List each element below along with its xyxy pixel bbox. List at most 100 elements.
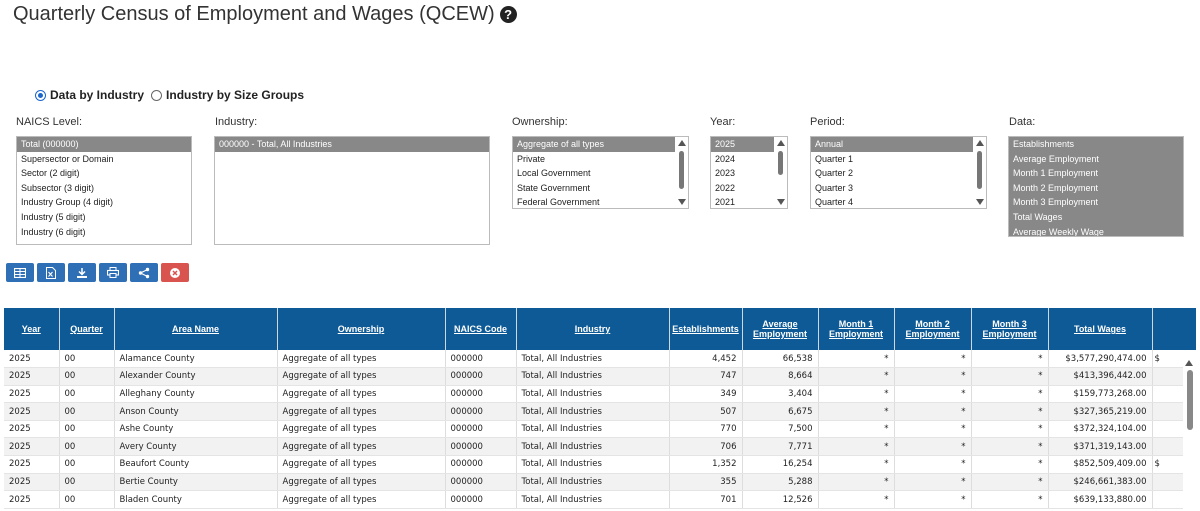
- share-button[interactable]: [130, 263, 158, 282]
- naics-option[interactable]: Industry (6 digit): [21, 226, 86, 237]
- column-header-average-employment[interactable]: Average Employment: [742, 308, 819, 350]
- ownership-option[interactable]: Aggregate of all types: [513, 137, 688, 152]
- cell-total-wages: $852,509,409.00: [1048, 455, 1153, 474]
- period-option[interactable]: Quarter 1: [815, 153, 854, 164]
- column-header-industry[interactable]: Industry: [516, 308, 670, 350]
- table-view-button[interactable]: [6, 263, 34, 282]
- column-header-month2-employment[interactable]: Month 2 Employment: [894, 308, 972, 350]
- column-header-truncated[interactable]: [1152, 308, 1196, 350]
- ownership-option[interactable]: State Government: [517, 182, 591, 193]
- cell-total-wages: $371,319,143.00: [1048, 437, 1153, 457]
- radio-checked-icon[interactable]: [35, 89, 46, 101]
- naics-option[interactable]: Sector (2 digit): [21, 168, 80, 179]
- cell-month1-employment: *: [818, 350, 895, 369]
- scroll-up-icon[interactable]: [1185, 360, 1193, 366]
- page-title: Quarterly Census of Employment and Wages…: [13, 3, 517, 26]
- cell-average-employment: 6,675: [742, 402, 819, 421]
- cell-average-employment: 7,500: [742, 420, 819, 439]
- radio-unchecked-icon[interactable]: [151, 89, 163, 101]
- scroll-thumb[interactable]: [977, 151, 982, 189]
- scroll-down-icon[interactable]: [976, 199, 984, 205]
- year-option[interactable]: 2023: [715, 168, 736, 179]
- data-option[interactable]: Total Wages: [1009, 209, 1183, 225]
- period-option[interactable]: Annual: [811, 137, 986, 152]
- table-row[interactable]: 2025 00 Alamance County Aggregate of all ty…: [4, 350, 1196, 369]
- cell-month2-employment: *: [894, 473, 972, 492]
- data-option[interactable]: Average Employment: [1009, 151, 1183, 167]
- year-listbox[interactable]: 2025 2024 2023 2022 2021: [710, 136, 788, 209]
- print-button[interactable]: [99, 263, 127, 282]
- data-listbox[interactable]: Establishments Average Employment Month …: [1008, 136, 1184, 237]
- scroll-up-icon[interactable]: [777, 140, 785, 146]
- column-header-establishments[interactable]: Establishments: [669, 308, 743, 350]
- naics-option[interactable]: Industry Group (4 digit): [21, 197, 114, 208]
- download-button[interactable]: [68, 263, 96, 282]
- column-header-area-name[interactable]: Area Name: [114, 308, 278, 350]
- table-row[interactable]: 2025 00 Avery County Aggregate of all types…: [4, 437, 1196, 457]
- table-row[interactable]: 2025 00 Bertie County Aggregate of all type…: [4, 473, 1196, 492]
- table-row[interactable]: 2025 00 Alleghany County Aggregate of all t…: [4, 385, 1196, 404]
- print-icon: [107, 267, 119, 278]
- scroll-thumb[interactable]: [679, 151, 684, 189]
- data-option[interactable]: Average Weekly Wage: [1009, 224, 1183, 236]
- ownership-listbox[interactable]: Aggregate of all types Private Local Gov…: [512, 136, 689, 209]
- period-option[interactable]: Quarter 4: [815, 197, 854, 208]
- scroll-thumb[interactable]: [1187, 370, 1193, 430]
- year-option[interactable]: 2024: [715, 153, 736, 164]
- column-header-naics-code[interactable]: NAICS Code: [445, 308, 517, 350]
- table-row[interactable]: 2025 00 Beaufort County Aggregate of all ty…: [4, 455, 1196, 474]
- column-header-quarter[interactable]: Quarter: [59, 308, 115, 350]
- table-row[interactable]: 2025 00 Bladen County Aggregate of all type…: [4, 490, 1196, 509]
- cell-naics-code: 000000: [445, 490, 517, 509]
- cell-year: 2025: [4, 473, 60, 492]
- year-option[interactable]: 2022: [715, 182, 736, 193]
- naics-option[interactable]: Industry (5 digit): [21, 211, 86, 222]
- scroll-up-icon[interactable]: [678, 140, 686, 146]
- radio-data-by-industry[interactable]: Data by Industry: [35, 88, 144, 102]
- column-header-month1-employment[interactable]: Month 1 Employment: [818, 308, 895, 350]
- naics-option[interactable]: Supersector or Domain: [21, 153, 114, 164]
- ownership-option[interactable]: Private: [517, 153, 546, 164]
- data-option[interactable]: Month 3 Employment: [1009, 195, 1183, 210]
- year-scrollbar[interactable]: [774, 137, 787, 208]
- period-scrollbar[interactable]: [973, 137, 986, 208]
- cell-total-wages: $159,773,268.00: [1048, 385, 1153, 404]
- radio-industry-by-size[interactable]: Industry by Size Groups: [151, 88, 304, 102]
- year-option[interactable]: 2021: [715, 197, 736, 208]
- ownership-label: Ownership:: [512, 116, 568, 128]
- industry-listbox[interactable]: 000000 - Total, All Industries: [214, 136, 490, 245]
- period-option[interactable]: Quarter 3: [815, 182, 854, 193]
- year-option[interactable]: 2025: [711, 137, 787, 152]
- naics-option[interactable]: Subsector (3 digit): [21, 182, 95, 193]
- column-header-total-wages[interactable]: Total Wages: [1048, 308, 1153, 350]
- clear-button[interactable]: [161, 263, 189, 282]
- column-header-ownership[interactable]: Ownership: [277, 308, 446, 350]
- cell-ownership: Aggregate of all types: [277, 402, 446, 421]
- industry-label: Industry:: [215, 116, 258, 128]
- ownership-option[interactable]: Federal Government: [517, 197, 600, 208]
- excel-export-button[interactable]: [37, 263, 65, 282]
- table-scrollbar[interactable]: [1183, 358, 1196, 511]
- scroll-down-icon[interactable]: [678, 199, 686, 205]
- naics-option[interactable]: Total (000000): [17, 137, 191, 152]
- data-option[interactable]: Month 1 Employment: [1009, 166, 1183, 181]
- data-option[interactable]: Month 2 Employment: [1009, 180, 1183, 196]
- question-circle-icon[interactable]: ?: [499, 6, 517, 23]
- cell-ownership: Aggregate of all types: [277, 437, 446, 457]
- scroll-up-icon[interactable]: [976, 140, 984, 146]
- period-option[interactable]: Quarter 2: [815, 168, 854, 179]
- naics-level-listbox[interactable]: Total (000000) Supersector or Domain Sec…: [16, 136, 192, 245]
- ownership-scrollbar[interactable]: [675, 137, 688, 208]
- column-header-year[interactable]: Year: [4, 308, 60, 350]
- table-row[interactable]: 2025 00 Anson County Aggregate of all types…: [4, 402, 1196, 421]
- scroll-thumb[interactable]: [778, 151, 783, 175]
- table-row[interactable]: 2025 00 Alexander County Aggregate of all t…: [4, 367, 1196, 386]
- ownership-option[interactable]: Local Government: [517, 168, 591, 179]
- cell-quarter: 00: [59, 490, 115, 509]
- column-header-month3-employment[interactable]: Month 3 Employment: [971, 308, 1049, 350]
- industry-option[interactable]: 000000 - Total, All Industries: [215, 137, 489, 152]
- period-listbox[interactable]: Annual Quarter 1 Quarter 2 Quarter 3 Qua…: [810, 136, 987, 209]
- scroll-down-icon[interactable]: [777, 199, 785, 205]
- data-option[interactable]: Establishments: [1009, 137, 1183, 152]
- table-row[interactable]: 2025 00 Ashe County Aggregate of all types 0…: [4, 420, 1196, 439]
